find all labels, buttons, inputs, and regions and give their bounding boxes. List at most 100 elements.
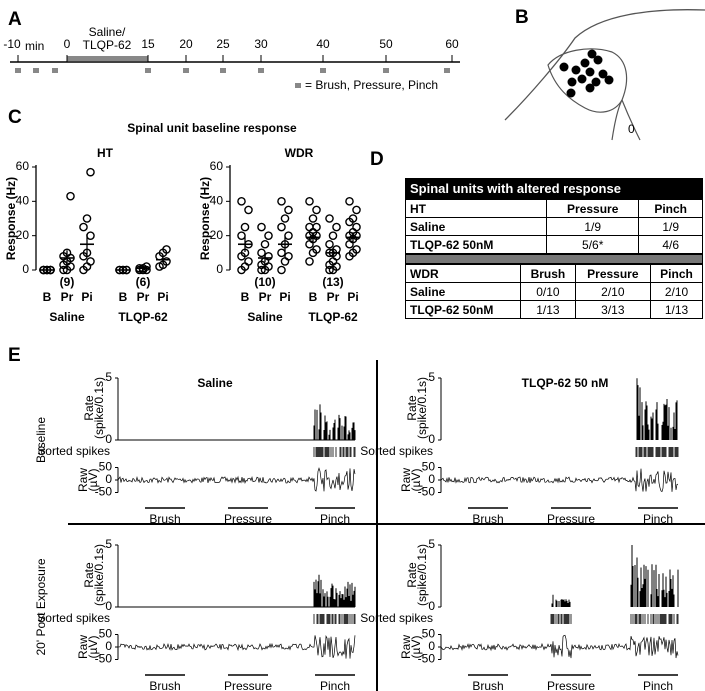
stimulus-label: Pinch: [320, 679, 350, 691]
table-cell: WDR: [404, 264, 522, 283]
y-tick-label: 40: [16, 194, 30, 208]
data-point: [142, 262, 151, 271]
raw-label: (µV): [86, 469, 100, 492]
tick-label: 25: [216, 37, 230, 51]
raw-tick-label: -50: [418, 652, 436, 666]
data-point: [264, 251, 273, 261]
x-tick-label: Pr: [259, 290, 272, 304]
x-tick-label: Pr: [61, 290, 74, 304]
table-cell: 0/10: [520, 282, 576, 301]
rate-tick-label: 0: [105, 432, 112, 446]
tick-label: 30: [254, 37, 268, 51]
raw-trace: [117, 635, 356, 659]
data-point: [260, 239, 270, 249]
raw-tick-label: 50: [99, 627, 113, 641]
stimulus-label: Brush: [472, 512, 503, 526]
n-label: (10): [254, 275, 275, 289]
rate-label: (spike/0.1s): [92, 544, 106, 606]
data-point: [240, 222, 250, 232]
data-point: [244, 205, 253, 215]
rate-tick-label: 0: [105, 599, 112, 613]
n-label: (13): [322, 275, 343, 289]
sorted-spikes: [313, 614, 356, 624]
table-cell: Pressure: [574, 264, 651, 283]
data-point: [277, 265, 286, 275]
recording-sites: [559, 49, 614, 98]
stimulus-marker: [15, 68, 21, 73]
raw-tick-label: 50: [99, 460, 113, 474]
row-title: Baseline: [34, 417, 48, 463]
rate-label: (spike/0.1s): [415, 377, 429, 439]
data-point: [280, 214, 290, 223]
rate-label: Rate: [405, 562, 419, 588]
data-point: [280, 257, 290, 266]
raw-label: Raw: [76, 468, 90, 492]
data-point: [86, 167, 95, 177]
rate-tick-label: 0: [428, 599, 435, 613]
raw-label: Raw: [76, 635, 90, 659]
spinal-outline: [611, 99, 641, 141]
y-tick-label: 60: [210, 159, 224, 173]
rate-label: (spike/0.1s): [415, 544, 429, 606]
raw-tick-label: -50: [418, 485, 436, 499]
data-point: [348, 214, 358, 223]
x-tick-label: B: [309, 290, 318, 304]
table-cell: Brush: [520, 264, 576, 283]
data-point: [305, 197, 314, 206]
data-point: [257, 222, 266, 232]
diagram-label: 0: [628, 122, 635, 136]
table-cell: 5/6*: [546, 235, 640, 254]
panel-label: B: [515, 7, 529, 28]
data-point: [86, 231, 95, 240]
data-point: [237, 197, 246, 206]
data-point: [312, 222, 321, 232]
x-tick-label: Pi: [157, 290, 168, 304]
stimulus-marker: [258, 68, 264, 73]
x-tick-label: B: [241, 290, 250, 304]
data-point: [82, 214, 92, 223]
table-cell: 2/10: [649, 282, 704, 301]
rate-trace: [313, 404, 356, 440]
table-cell: 1/13: [520, 300, 576, 319]
table-cell: 1/9: [546, 217, 640, 236]
stimulus-marker: [320, 68, 326, 73]
rate-trace: [636, 378, 678, 440]
table-cell: 1/9: [638, 217, 703, 236]
data-point: [312, 205, 321, 215]
raw-label: (µV): [409, 636, 423, 659]
table-cell: Saline: [404, 217, 548, 236]
data-point: [308, 214, 318, 223]
x-tick-label: Pr: [137, 290, 150, 304]
n-label: (9): [60, 275, 75, 289]
y-tick-label: 0: [216, 262, 223, 276]
sorted-spikes: [550, 614, 679, 624]
table-row: TLQP-62 50nM 1/13 3/13 1/13: [404, 300, 704, 319]
data-point: [284, 231, 293, 240]
rate-label: Rate: [405, 395, 419, 421]
table-cell: 2/10: [574, 282, 651, 301]
data-point: [305, 239, 314, 249]
n-label: (6): [136, 275, 151, 289]
data-point: [312, 245, 321, 254]
unit-label: min: [25, 39, 44, 53]
x-tick-label: B: [43, 290, 52, 304]
rate-tick-label: 5: [105, 370, 112, 384]
column-title: Saline: [197, 376, 233, 390]
rate-label: Rate: [82, 395, 96, 421]
stimulus-marker: [444, 68, 450, 73]
data-point: [325, 239, 334, 249]
tick-label: 15: [141, 37, 155, 51]
y-axis-label: Response (Hz): [198, 177, 212, 260]
table-cell: Pinch: [638, 199, 703, 218]
stimulus-label: Brush: [149, 512, 180, 526]
raw-tick-label: 0: [105, 472, 112, 486]
x-tick-label: Pi: [347, 290, 358, 304]
data-point: [325, 265, 334, 275]
data-point: [325, 214, 334, 223]
raw-trace: [440, 634, 679, 659]
raw-tick-label: 50: [422, 460, 436, 474]
tick-label: 60: [445, 37, 459, 51]
data-point: [86, 257, 95, 266]
rate-tick-label: 5: [105, 537, 112, 551]
raw-label: (µV): [409, 469, 423, 492]
